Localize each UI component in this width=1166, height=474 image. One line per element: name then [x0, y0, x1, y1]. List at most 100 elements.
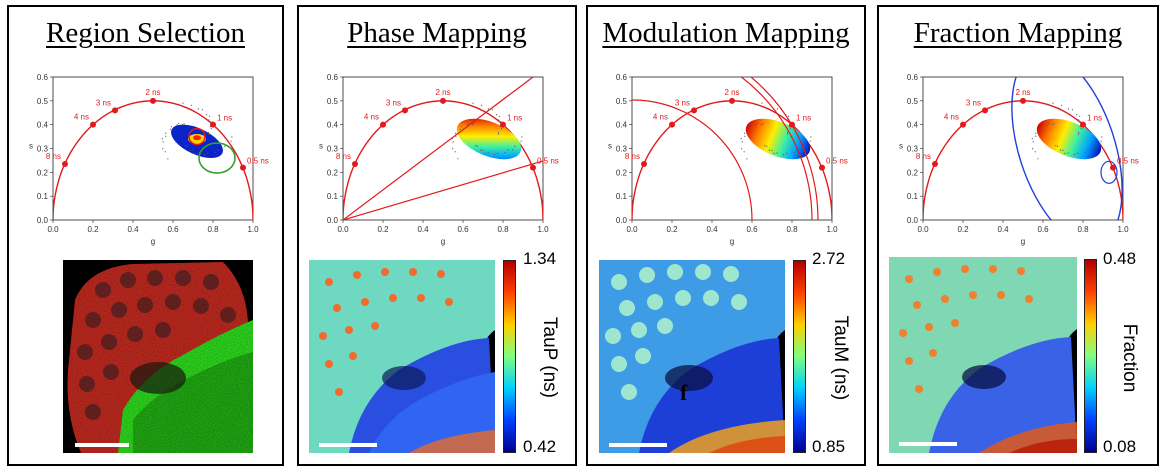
y-tick-label: 0.2 — [907, 168, 919, 177]
phasor-dot — [1079, 115, 1081, 117]
lifetime-marker — [641, 160, 647, 167]
phasor-dot — [1078, 133, 1080, 135]
phasor-dot — [740, 138, 742, 140]
phasor-dot — [214, 151, 216, 153]
phasor-dot — [512, 149, 514, 151]
phasor-dot — [475, 145, 477, 147]
phasor-dot — [178, 122, 180, 124]
lifetime-marker — [402, 107, 408, 114]
phasor-dot — [1067, 152, 1069, 154]
phasor-dot — [471, 124, 474, 126]
x-axis-label: g — [730, 237, 734, 246]
lifetime-label: 1 ns — [1087, 114, 1102, 123]
phasor-dot — [741, 148, 743, 150]
phasor-dot — [761, 102, 763, 104]
x-tick-label: 0.2 — [957, 225, 969, 234]
phasor-dot — [224, 145, 226, 147]
phasor-dot — [207, 131, 210, 134]
phasor-dot — [466, 124, 468, 126]
phasor-dot — [487, 108, 489, 110]
y-tick-label: 0.2 — [616, 168, 628, 177]
phasor-dot — [165, 135, 167, 137]
y-tick-label: 0.6 — [37, 73, 49, 82]
panel-modulation-mapping: Modulation Mapping 0.0 0.2 0.4 0.6 0.8 1.0 0.0… — [586, 5, 866, 466]
colorbar-label: TauP (ns) — [539, 317, 560, 398]
lifetime-label: 3 ns — [675, 98, 690, 107]
phasor-dot — [167, 158, 169, 160]
x-tick-label: 0.8 — [207, 225, 219, 234]
lifetime-marker — [440, 97, 446, 104]
colorbar — [503, 260, 516, 453]
phasor-dot — [773, 152, 775, 154]
x-tick-label: 0.0 — [337, 225, 349, 234]
lifetime-label: 4 ns — [653, 113, 668, 122]
x-tick-label: 0.8 — [1077, 225, 1089, 234]
phasor-dot — [746, 158, 748, 160]
phasor-cloud — [456, 118, 522, 160]
lifetime-marker — [669, 121, 675, 128]
y-tick-label: 0.4 — [327, 121, 339, 130]
x-tick-label: 0.2 — [87, 225, 99, 234]
lifetime-marker — [819, 164, 825, 171]
y-tick-label: 0.3 — [907, 145, 919, 154]
phasor-dot — [452, 141, 454, 143]
phasor-dot — [165, 132, 167, 134]
phasor-dot — [468, 122, 470, 124]
merged-fluorescence-image — [63, 260, 253, 453]
phasor-dot — [201, 109, 203, 111]
x-axis-label: g — [151, 237, 155, 246]
phasor-dot — [460, 126, 462, 128]
lifetime-marker — [352, 160, 358, 167]
x-tick-label: 0.0 — [47, 225, 59, 234]
phasor-dot — [1077, 152, 1079, 154]
plot-content — [923, 77, 1123, 220]
phasor-dot — [1067, 108, 1069, 110]
phasor-dot — [776, 108, 778, 110]
lifetime-marker — [960, 121, 966, 128]
lifetime-marker — [789, 121, 795, 128]
phase-line-lower — [343, 160, 543, 220]
phasor-dot — [514, 145, 516, 147]
lifetime-label: 0.5 ns — [247, 157, 269, 166]
phasor-dot — [192, 149, 194, 151]
lifetime-label: 2 ns — [1015, 88, 1030, 97]
phasor-dot — [203, 154, 206, 156]
y-tick-label: 0.0 — [327, 216, 339, 225]
phasor-dot — [231, 136, 233, 138]
phasor-dot — [197, 108, 199, 110]
y-tick-label: 0.5 — [37, 97, 49, 106]
phase-line-upper — [343, 77, 534, 220]
scale-bar — [319, 443, 377, 447]
phasor-dot — [497, 131, 500, 134]
x-tick-label: 1.0 — [537, 225, 549, 234]
phasor-dot — [209, 126, 211, 128]
colorbar — [1084, 259, 1097, 453]
y-axis-label: s — [319, 142, 323, 151]
plot-content — [53, 100, 253, 220]
phasor-dot — [1094, 145, 1096, 147]
fraction-reference — [1100, 160, 1118, 184]
phasor-dot — [222, 149, 224, 151]
phasor-dot — [472, 102, 474, 104]
phasor-dot — [480, 104, 483, 106]
lifetime-marker — [112, 107, 118, 114]
y-axis-label: s — [608, 142, 612, 151]
phasor-dot — [185, 145, 187, 147]
lifetime-label: 8 ns — [916, 152, 931, 161]
y-tick-label: 0.4 — [907, 121, 919, 130]
panel-title: Modulation Mapping — [602, 17, 850, 49]
x-tick-label: 0.0 — [626, 225, 638, 234]
phasor-dot — [190, 104, 193, 106]
phasor-dot — [1057, 145, 1059, 147]
phasor-dot — [1084, 151, 1086, 153]
y-tick-label: 0.1 — [37, 192, 49, 201]
phasor-dot — [741, 141, 743, 143]
x-tick-label: 0.6 — [1037, 225, 1049, 234]
phasor-plot: 0.0 0.2 0.4 0.6 0.8 1.0 0.0 0.1 0.2 0.3 0.4 0.5 0.6 g… — [899, 73, 1139, 246]
y-tick-label: 0.0 — [907, 216, 919, 225]
tau-phase-image — [309, 260, 495, 453]
phasor-dot — [1048, 122, 1050, 124]
phasor-dot — [1080, 128, 1082, 130]
phasor-dot — [210, 121, 212, 123]
lifetime-label: 1 ns — [507, 114, 522, 123]
